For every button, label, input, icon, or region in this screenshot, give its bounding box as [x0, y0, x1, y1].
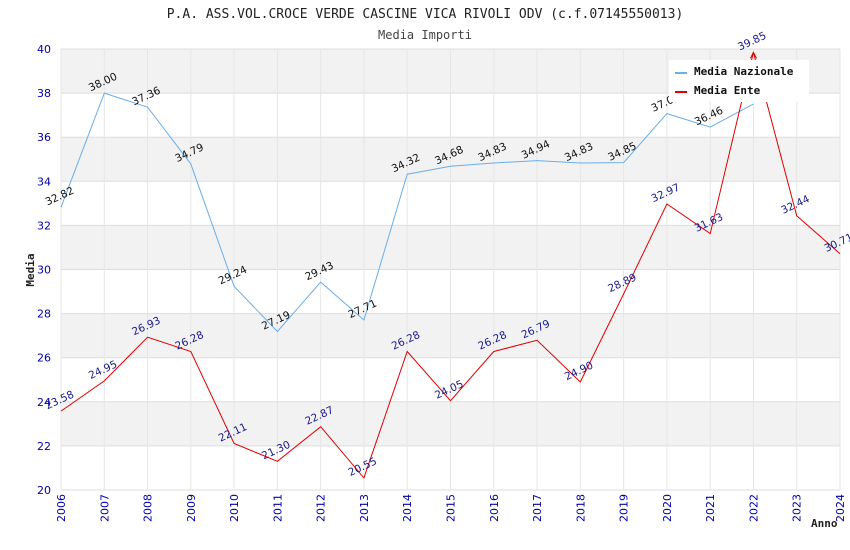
y-tick-label: 22 [37, 440, 51, 453]
x-tick-label: 2007 [98, 494, 111, 522]
series-line-media-ente [60, 52, 841, 479]
x-tick-label: 2015 [445, 494, 458, 522]
x-tick-label: 2006 [55, 494, 68, 522]
series-line-media-nazionale [60, 92, 754, 333]
x-tick-label: 2023 [791, 494, 804, 522]
x-tick-label: 2018 [574, 494, 587, 522]
y-axis-ticks: 20 22 24 26 28 30 32 34 36 38 40 [37, 43, 51, 497]
legend: Media Nazionale Media Ente [669, 60, 809, 102]
x-tick-label: 2011 [271, 494, 284, 522]
y-tick-label: 26 [37, 352, 51, 365]
peak-marker [749, 51, 757, 59]
x-tick-label: 2017 [531, 494, 544, 522]
x-tick-label: 2008 [142, 494, 155, 522]
legend-box [669, 60, 809, 102]
y-tick-label: 20 [37, 484, 51, 497]
legend-label-ente: Media Ente [694, 84, 761, 97]
x-tick-label: 2016 [488, 494, 501, 522]
y-tick-label: 32 [37, 219, 51, 232]
x-tick-label: 2020 [661, 494, 674, 522]
y-tick-label: 28 [37, 308, 51, 321]
legend-label-nazionale: Media Nazionale [694, 65, 794, 78]
x-tick-label: 2021 [704, 494, 717, 522]
x-tick-label: 2010 [228, 494, 241, 522]
series-lines [60, 51, 841, 479]
x-tick-label: 2009 [185, 494, 198, 522]
chart-subtitle: Media Importi [378, 28, 472, 42]
y-tick-label: 40 [37, 43, 51, 56]
x-tick-label: 2022 [747, 494, 760, 522]
grid-lines [60, 48, 841, 491]
x-tick-label: 2024 [834, 494, 847, 522]
y-tick-label: 30 [37, 264, 51, 277]
x-tick-label: 2019 [618, 494, 631, 522]
y-tick-label: 24 [37, 396, 51, 409]
x-axis-label: Anno [811, 517, 838, 530]
y-tick-label: 34 [37, 175, 51, 188]
chart-title: P.A. ASS.VOL.CROCE VERDE CASCINE VICA RI… [167, 7, 684, 22]
x-axis-ticks: 2006 2007 2008 2009 2010 2011 2012 2013 2014 2015… [55, 494, 847, 522]
y-tick-label: 36 [37, 131, 51, 144]
x-tick-label: 2014 [401, 494, 414, 522]
y-axis-label: Media [24, 253, 37, 286]
x-tick-label: 2012 [315, 494, 328, 522]
x-tick-label: 2013 [358, 494, 371, 522]
y-tick-label: 38 [37, 87, 51, 100]
